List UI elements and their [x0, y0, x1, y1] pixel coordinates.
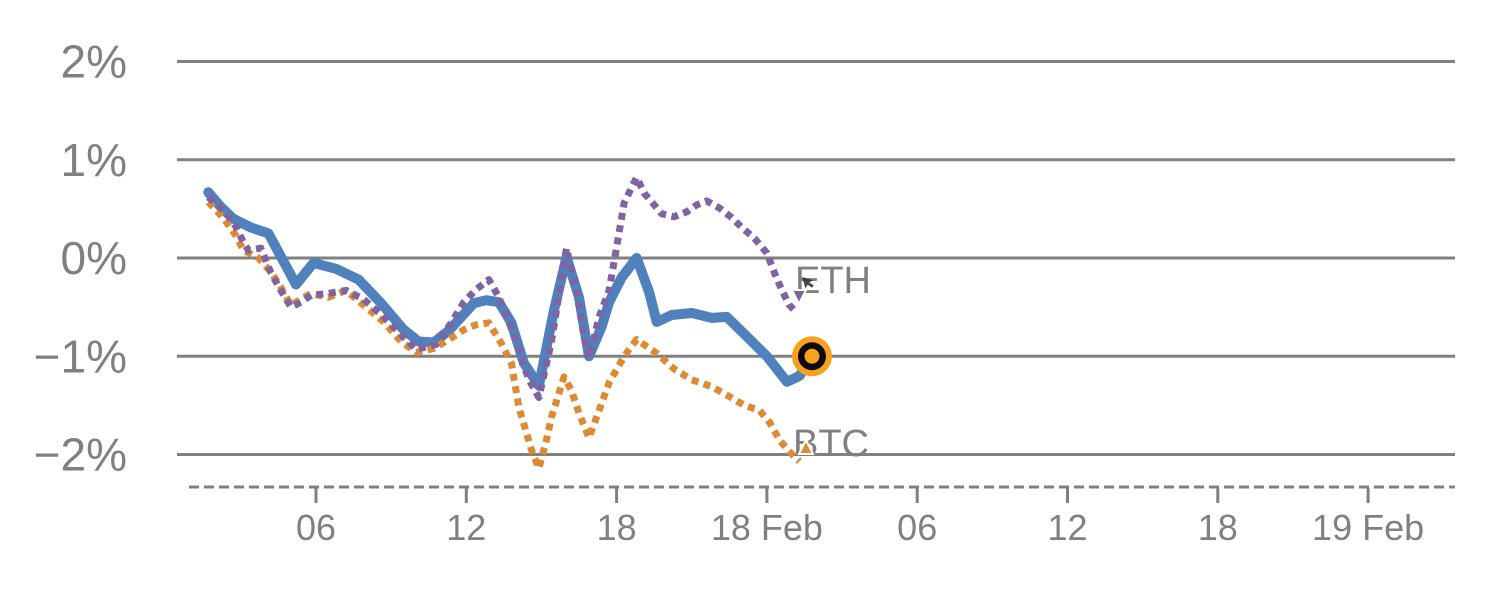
y-axis-label: −1% — [34, 330, 127, 382]
x-axis-label: 12 — [1047, 507, 1087, 548]
btc-line-end-arrow-icon — [797, 437, 815, 455]
x-axis-label: 18 Feb — [711, 507, 823, 548]
x-axis-label: 12 — [446, 507, 486, 548]
latest-value-marker — [791, 336, 832, 377]
marker-core-dot — [804, 348, 820, 364]
mouse-cursor-icon — [802, 277, 814, 289]
series-lines — [203, 173, 817, 472]
eth-line-end-arrow-icon — [790, 289, 808, 307]
series-line-btc — [205, 199, 802, 472]
y-axis-label: −2% — [34, 429, 127, 481]
y-axis-label: 2% — [61, 36, 127, 88]
series-line-main-solid — [203, 187, 817, 391]
series-line-eth — [205, 173, 800, 401]
x-axis: 06 12 18 18 Feb 06 12 18 19 Feb — [189, 485, 1455, 548]
x-axis-label: 18 — [597, 507, 637, 548]
y-axis-label: 1% — [61, 134, 127, 186]
x-axis-label: 18 — [1198, 507, 1238, 548]
y-gridlines: 2% 1% 0% −1% −2% — [34, 36, 1455, 481]
y-axis-label: 0% — [61, 232, 127, 284]
x-axis-label: 06 — [296, 507, 336, 548]
x-axis-label: 19 Feb — [1312, 507, 1424, 548]
x-axis-label: 06 — [897, 507, 937, 548]
